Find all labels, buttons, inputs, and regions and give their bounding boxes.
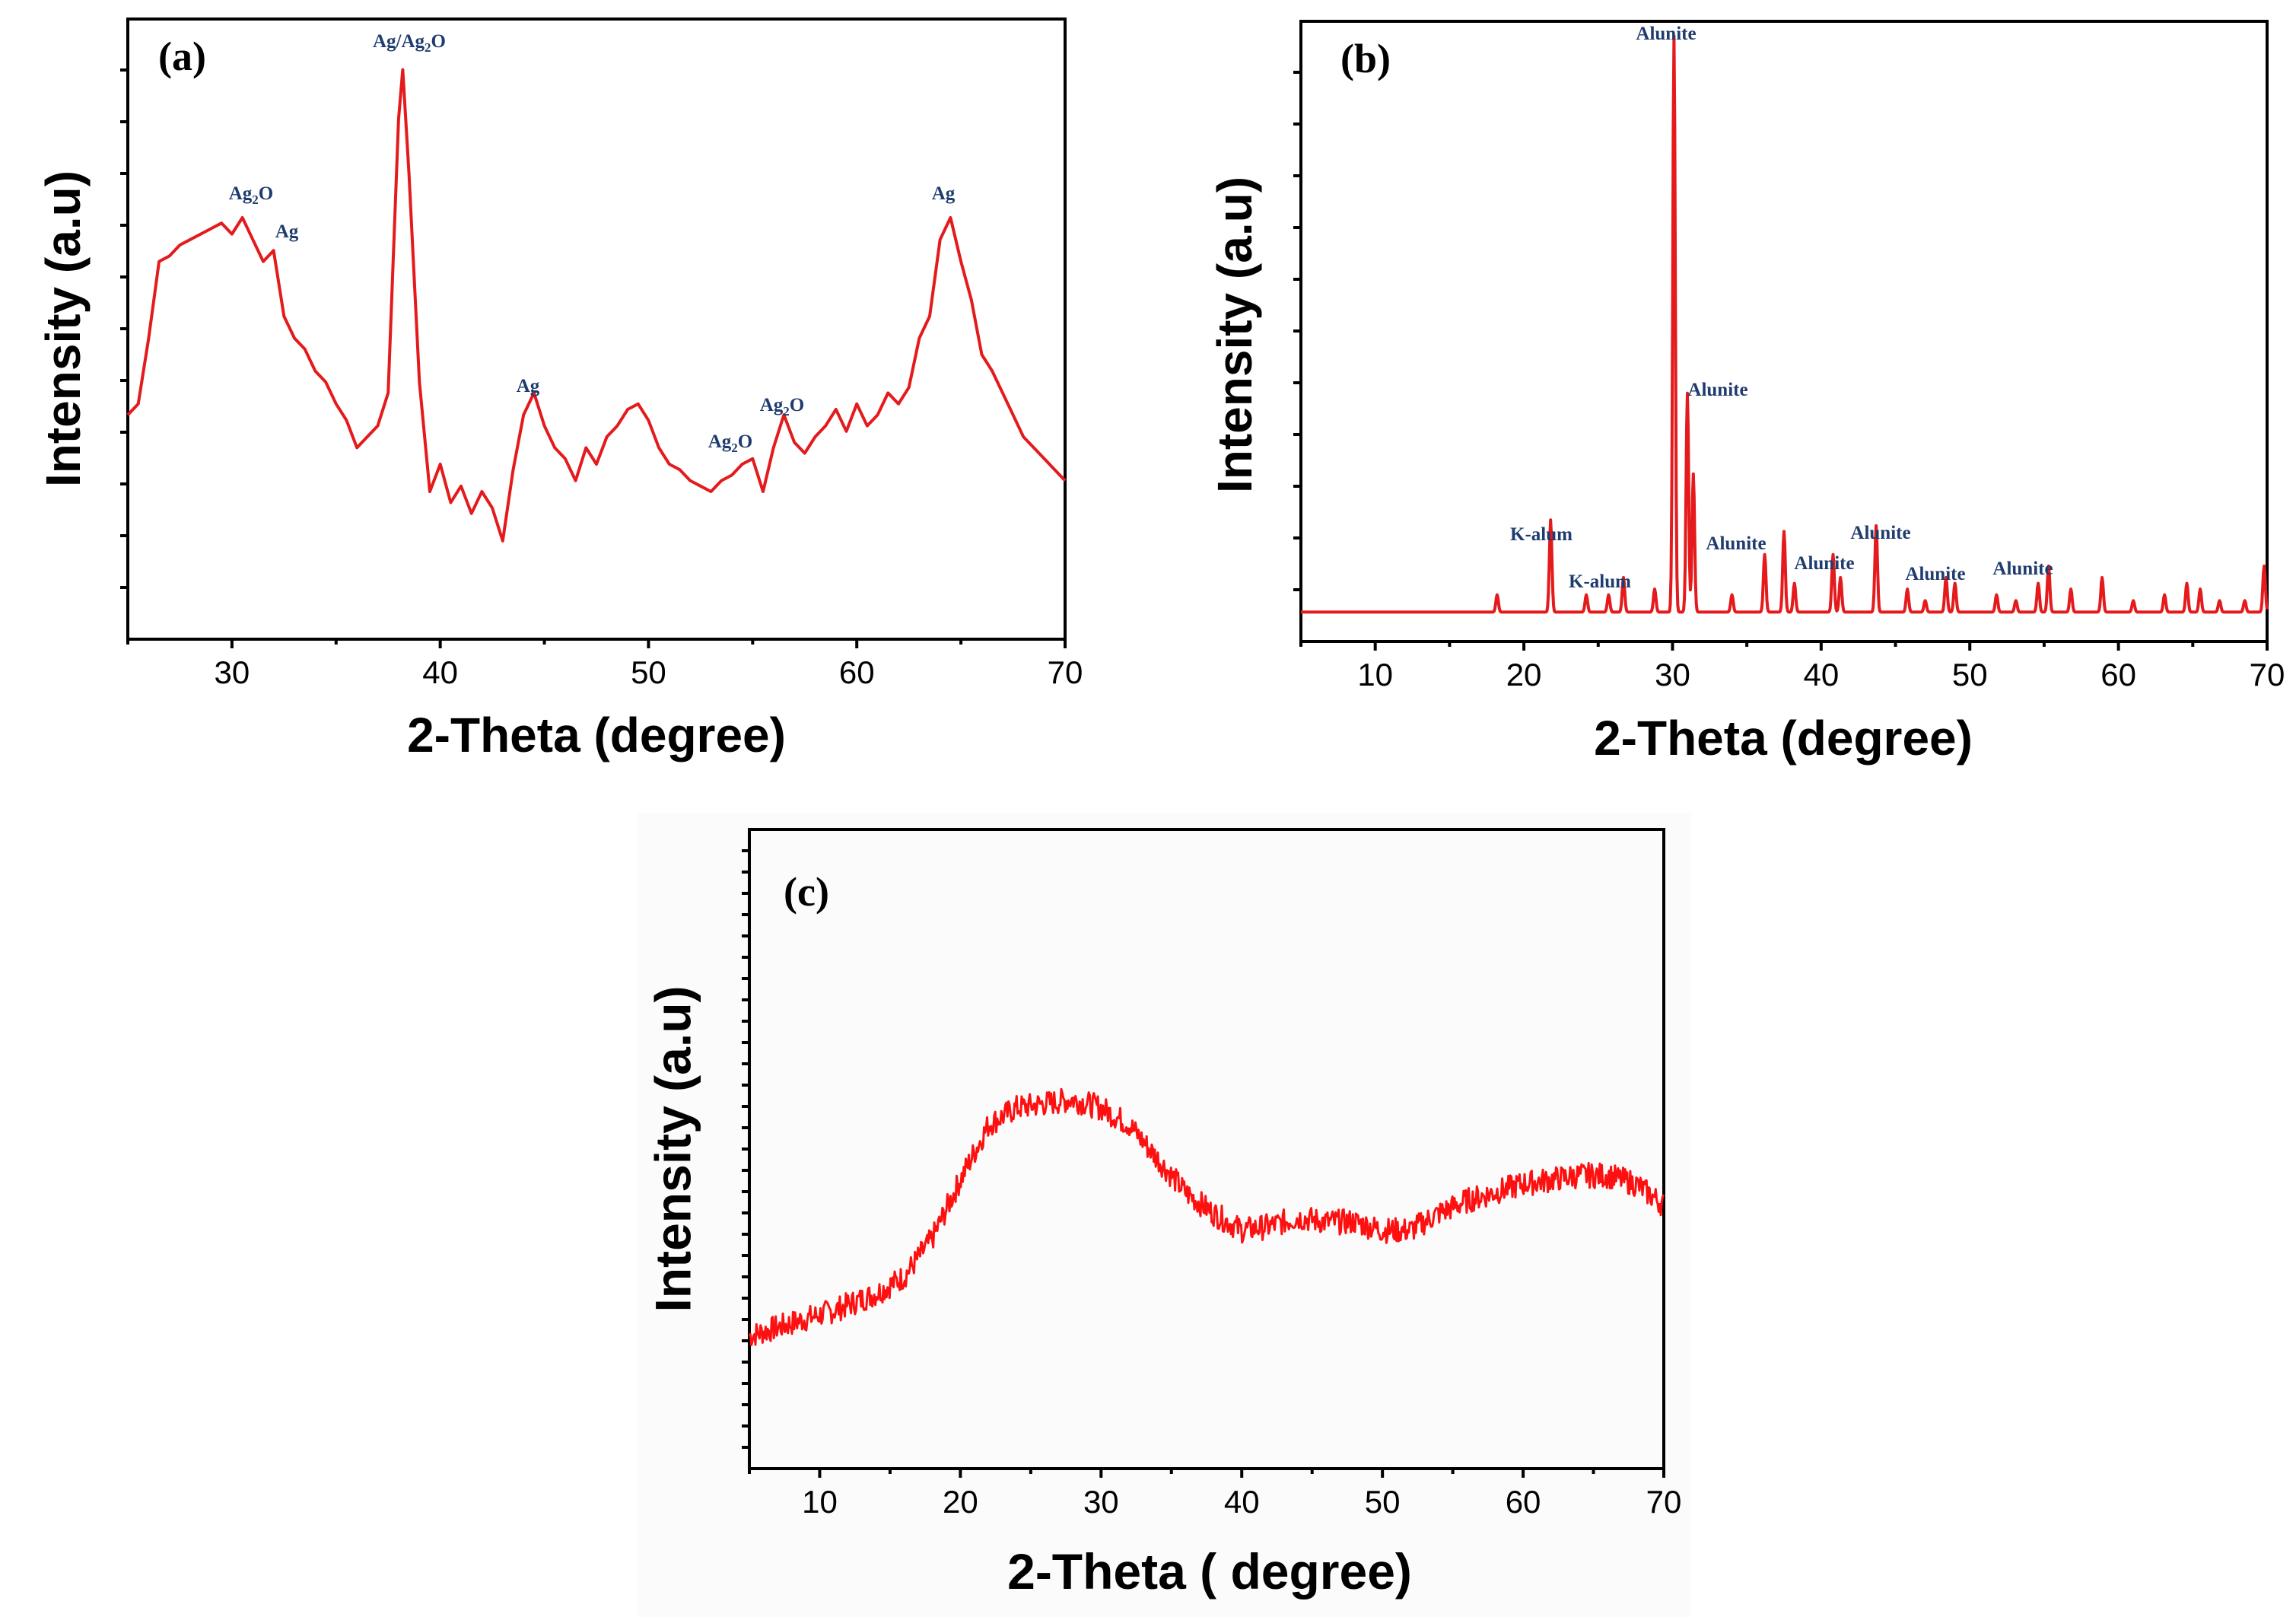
- x-axis-label-c: 2-Theta ( degree): [1007, 1543, 1412, 1599]
- peak-label: Ag: [517, 376, 540, 396]
- peak-label: Ag2O: [760, 395, 805, 419]
- peak-label: Ag2O: [708, 431, 753, 455]
- panel-label-c: (c): [784, 869, 829, 915]
- x-tick-label: 10: [1357, 657, 1393, 692]
- x-tick-label: 40: [1224, 1484, 1260, 1520]
- x-axis-label-a: 2-Theta (degree): [407, 708, 786, 762]
- panel-c: 10 20 30 40 50 60 70 (c) 2-Theta ( degree) Int…: [638, 813, 1691, 1617]
- pattern-c-line: [748, 1087, 1665, 1347]
- x-tick-label: 60: [839, 654, 875, 690]
- peak-label: Alunite: [1636, 24, 1696, 44]
- panel-c-background: [638, 813, 1691, 1617]
- peak-label: K-alum: [1569, 571, 1631, 592]
- panel-b: 10 20 30 40 50 60 70 Alunite Alunite K-alum K-alu…: [1207, 20, 2285, 766]
- panel-label-a: (a): [158, 33, 206, 79]
- peak-label: Alunite: [1706, 533, 1766, 554]
- peak-label: Ag: [275, 221, 299, 242]
- x-tick-label: 50: [1952, 657, 1988, 692]
- x-axis-label-b: 2-Theta (degree): [1594, 711, 1973, 766]
- x-tick-label: 50: [1365, 1484, 1401, 1520]
- peak-label: Ag/Ag2O: [373, 31, 446, 55]
- x-tick-label: 70: [1646, 1484, 1682, 1520]
- x-tick-label: 20: [1506, 657, 1542, 692]
- x-tick-label: 60: [2100, 657, 2136, 692]
- peak-label: K-alum: [1510, 524, 1573, 545]
- x-tick-label: 30: [1083, 1484, 1119, 1520]
- x-tick-label: 40: [1803, 657, 1839, 692]
- y-axis-label-c: Intensity (a.u): [644, 985, 701, 1312]
- x-tick-label: 10: [802, 1484, 838, 1520]
- peak-label: Alunite: [1850, 523, 1910, 543]
- y-axis-label-b: Intensity (a.u): [1207, 177, 1262, 493]
- peak-label: Alunite: [1905, 564, 1965, 584]
- x-tick-label: 70: [2250, 657, 2285, 692]
- x-tick-label: 70: [1048, 654, 1083, 690]
- x-tick-label: 60: [1506, 1484, 1541, 1520]
- x-tick-label: 30: [1655, 657, 1690, 692]
- pattern-a-line: [126, 68, 1067, 543]
- x-tick-label: 40: [422, 654, 458, 690]
- peak-label: Ag2O: [229, 183, 274, 207]
- panel-label-b: (b): [1340, 36, 1391, 81]
- peak-label: Ag: [932, 183, 956, 204]
- pattern-b-line: [1300, 34, 2269, 614]
- peak-label: Alunite: [1794, 553, 1854, 574]
- peak-label: Alunite: [1992, 559, 2053, 579]
- peak-label: Alunite: [1687, 380, 1747, 400]
- x-tick-label: 30: [215, 654, 250, 690]
- x-tick-label: 20: [943, 1484, 978, 1520]
- y-axis-label-a: Intensity (a.u): [36, 170, 91, 487]
- x-tick-label: 50: [631, 654, 666, 690]
